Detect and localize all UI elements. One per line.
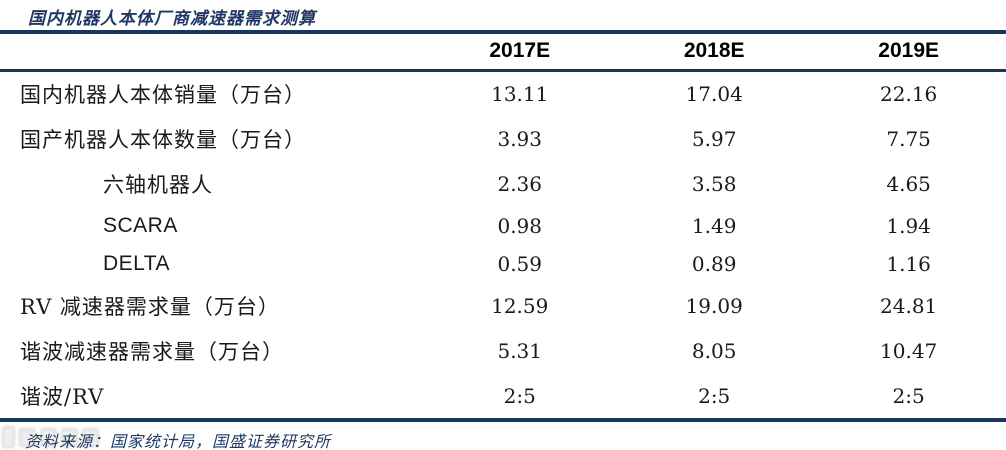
watermark-glyph [61,427,78,447]
table-row: 谐波/RV 2:5 2:5 2:5 [0,373,1006,418]
table-header-row: 2017E 2018E 2019E [0,33,1006,69]
watermark [2,424,99,450]
row-value-2019e: 1.16 [886,252,931,277]
row-label: 谐波减速器需求量（万台） [20,339,284,364]
row-label: SCARA [103,213,178,237]
row-value-2019e: 2:5 [892,383,925,408]
watermark-glyph [2,426,15,448]
table-row: 谐波减速器需求量（万台） 5.31 8.05 10.47 [0,329,1006,374]
table-row: 六轴机器人 2.36 3.58 4.65 [0,162,1006,207]
row-value-2019e: 22.16 [880,82,938,107]
column-header-2018e: 2018E [683,39,745,62]
table-body: 国内机器人本体销量（万台） 13.11 17.04 22.16 国产机器人本体数… [0,72,1006,418]
row-value-2019e: 4.65 [886,171,931,196]
watermark-glyph [40,427,57,447]
row-value-2018e: 2:5 [698,383,731,408]
top-rule [0,30,1006,34]
row-value-2017e: 13.11 [491,82,549,107]
row-label: 国产机器人本体数量（万台） [20,128,306,153]
row-value-2017e: 0.59 [497,252,542,277]
row-value-2018e: 17.04 [685,82,743,107]
row-value-2019e: 1.94 [886,213,931,238]
row-value-2019e: 24.81 [880,294,938,319]
header-rule [0,69,1006,72]
row-value-2018e: 8.05 [691,338,737,363]
row-label: 国内机器人本体销量（万台） [20,83,306,108]
row-value-2017e: 2:5 [503,383,536,408]
row-value-2018e: 0.89 [691,252,737,277]
row-value-2018e: 19.09 [685,294,743,319]
row-value-2019e: 10.47 [880,338,938,363]
row-value-2018e: 1.49 [691,213,737,238]
row-value-2018e: 5.97 [691,127,737,152]
row-label: 六轴机器人 [103,172,213,197]
source-attribution: 资料来源：国家统计局，国盛证券研究所 [25,432,332,450]
table-row: 国产机器人本体数量（万台） 3.93 5.97 7.75 [0,117,1006,162]
row-label: DELTA [103,252,171,276]
table-row: 国内机器人本体销量（万台） 13.11 17.04 22.16 [0,72,1006,117]
row-value-2017e: 3.93 [497,127,542,152]
row-value-2017e: 0.98 [497,213,542,238]
row-value-2017e: 2.36 [497,171,542,196]
figure-title: 国内机器人本体厂商减速器需求测算 [28,9,316,29]
watermark-glyph [19,427,36,447]
table-row: DELTA 0.59 0.89 1.16 [0,245,1006,284]
row-value-2018e: 3.58 [691,171,737,196]
column-header-2017e: 2017E [489,39,551,62]
watermark-glyph [82,427,99,447]
row-label: 谐波/RV [20,384,105,409]
row-label: RV 减速器需求量（万台） [20,295,280,320]
row-value-2019e: 7.75 [886,127,931,152]
table-row: SCARA 0.98 1.49 1.94 [0,206,1006,245]
row-value-2017e: 5.31 [497,338,542,363]
table-row: RV 减速器需求量（万台） 12.59 19.09 24.81 [0,284,1006,329]
row-value-2017e: 12.59 [491,294,549,319]
bottom-rule [0,418,1006,422]
column-header-2019e: 2019E [878,39,940,62]
